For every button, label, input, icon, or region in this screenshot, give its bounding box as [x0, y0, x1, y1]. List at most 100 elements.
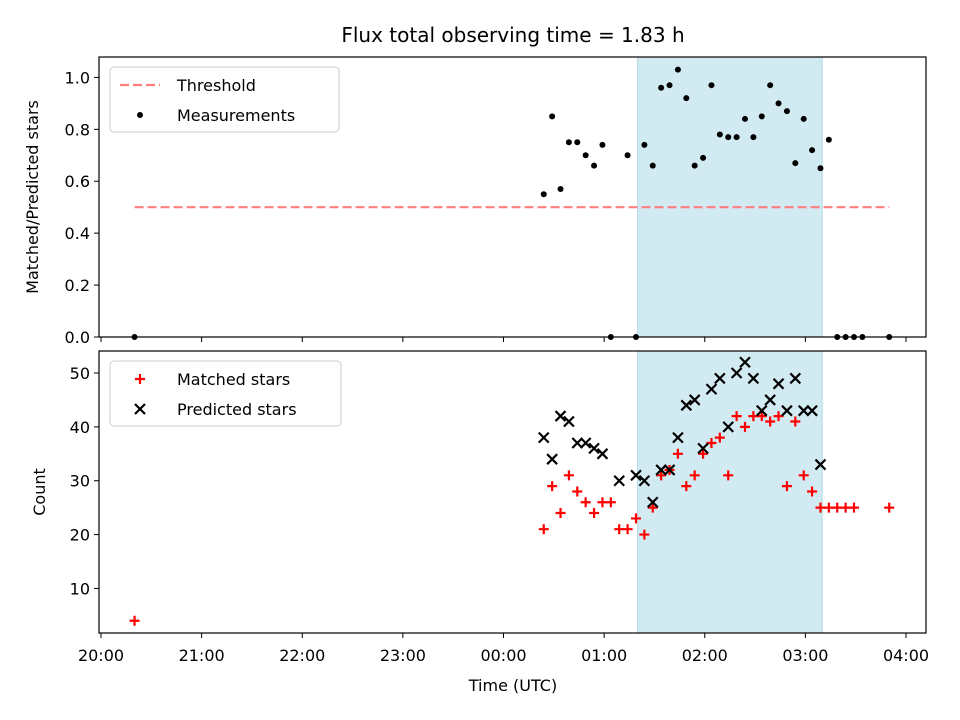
- y-tick-label: 1.0: [65, 68, 90, 87]
- matched-star-point: [647, 502, 658, 513]
- predicted-star-point: [789, 372, 802, 385]
- x-tick-label: 00:00: [480, 646, 526, 665]
- measurement-point: [800, 115, 807, 122]
- series-matched-stars: [129, 411, 895, 626]
- matched-star-point: [555, 508, 566, 519]
- matched-star-point: [614, 524, 625, 535]
- chart-title: Flux total observing time = 1.83 h: [341, 23, 684, 47]
- matched-star-point: [589, 508, 600, 519]
- measurement-point: [809, 147, 816, 154]
- legend-predicted-swatch: [134, 403, 146, 415]
- measurement-point: [649, 162, 656, 169]
- observing-window-span: [637, 56, 823, 338]
- measurement-point: [582, 152, 589, 159]
- predicted-star-point: [672, 431, 684, 444]
- predicted-star-point: [705, 383, 718, 395]
- measurement-point: [683, 95, 690, 102]
- predicted-star-point: [697, 442, 709, 455]
- matched-star-point: [731, 411, 742, 422]
- plot-area: 0.0 0.2 0.4 0.6 0.8 1.0 Threshold Measurements 1…: [65, 56, 929, 665]
- matched-star-point: [807, 486, 818, 497]
- measurement-point: [599, 141, 606, 148]
- matched-star-point: [572, 486, 583, 497]
- measurement-point: [825, 136, 832, 143]
- matched-star-point: [698, 448, 709, 459]
- matched-star-point: [815, 502, 826, 513]
- legend-box: [109, 66, 340, 133]
- predicted-star-point: [588, 442, 600, 455]
- measurement-point: [792, 160, 799, 167]
- x-axis-label: Time (UTC): [468, 676, 557, 695]
- x-tick-label: 20:00: [78, 646, 124, 665]
- y-tick-label: 0.6: [65, 172, 90, 191]
- matched-star-point: [748, 411, 759, 422]
- matched-star-point: [605, 497, 616, 508]
- predicted-star-point: [646, 496, 659, 509]
- predicted-star-point: [537, 431, 550, 444]
- series-predicted-stars: [537, 356, 827, 509]
- matched-star-point: [129, 615, 140, 626]
- measurement-point: [549, 113, 556, 120]
- matched-star-point: [773, 411, 784, 422]
- bottom-y-axis-label: Count: [30, 468, 49, 516]
- measurement-point: [540, 191, 547, 198]
- measurement-point: [817, 165, 824, 172]
- legend-label: Threshold: [176, 76, 256, 95]
- measurement-point: [658, 84, 665, 91]
- measurement-point: [641, 141, 648, 148]
- matched-star-point: [538, 524, 549, 535]
- x-tick-label: 23:00: [380, 646, 426, 665]
- matched-star-point: [622, 524, 633, 535]
- predicted-star-point: [814, 458, 827, 471]
- measurement-point: [767, 82, 774, 89]
- measurement-point: [733, 134, 740, 141]
- measurement-point: [666, 82, 673, 89]
- measurement-point: [742, 115, 748, 122]
- legend-label: Matched stars: [177, 370, 290, 389]
- x-tick-label: 21:00: [179, 646, 225, 665]
- y-tick-label: 0.8: [65, 120, 90, 139]
- top-y-axis-label: Matched/Predicted stars: [23, 100, 42, 294]
- measurement-point: [565, 139, 572, 146]
- matched-star-point: [840, 502, 851, 513]
- panel-ratio: 0.0 0.2 0.4 0.6 0.8 1.0 Threshold Measurements: [65, 56, 927, 347]
- measurement-point: [574, 139, 581, 146]
- predicted-star-point: [579, 437, 592, 449]
- predicted-star-point: [739, 356, 751, 369]
- measurement-point: [716, 131, 723, 138]
- matched-star-point: [689, 470, 700, 481]
- measurement-point: [758, 113, 765, 120]
- observing-window-span: [637, 350, 823, 634]
- predicted-star-point: [571, 437, 584, 449]
- y-tick-label: 50: [70, 364, 90, 383]
- y-tick-label: 10: [70, 579, 90, 598]
- predicted-star-point: [714, 372, 726, 385]
- matched-star-point: [656, 470, 667, 481]
- legend-label: Measurements: [177, 106, 295, 125]
- matched-star-point: [547, 481, 558, 492]
- predicted-star-point: [596, 448, 609, 460]
- measurement-point: [691, 162, 698, 169]
- matched-star-point: [781, 481, 792, 492]
- matched-star-point: [798, 470, 809, 481]
- measurement-point: [725, 134, 732, 141]
- measurement-point: [708, 82, 715, 89]
- legend-measurement-swatch: [137, 112, 143, 118]
- legend-matched-swatch: [135, 374, 145, 384]
- legend: Matched stars Predicted stars: [109, 360, 342, 427]
- predicted-star-point: [563, 415, 575, 428]
- predicted-star-point: [680, 399, 693, 412]
- matched-star-point: [884, 502, 895, 513]
- measurement-point: [557, 186, 564, 193]
- y-tick-label: 0.0: [65, 328, 90, 347]
- x-tick-label: 01:00: [581, 646, 627, 665]
- y-tick-label: 0.2: [65, 276, 90, 295]
- matched-star-point: [832, 502, 843, 513]
- matched-star-point: [823, 502, 834, 513]
- x-tick-label: 02:00: [682, 646, 728, 665]
- matched-star-point: [639, 529, 650, 540]
- y-tick-label: 30: [70, 472, 90, 491]
- matched-star-point: [714, 432, 725, 443]
- plot-frame: [98, 350, 927, 634]
